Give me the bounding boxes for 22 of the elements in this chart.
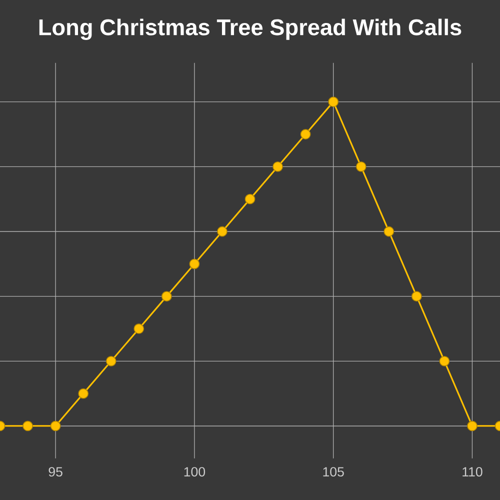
point: [300, 129, 311, 140]
point: [106, 356, 116, 366]
point: [161, 291, 172, 302]
point: [411, 291, 422, 302]
point: [439, 356, 450, 366]
chart-title: Long Christmas Tree Spread With Calls: [39, 18, 462, 40]
point: [189, 258, 200, 270]
point: [328, 96, 339, 108]
point: [50, 420, 61, 432]
point: [78, 388, 89, 399]
point: [22, 420, 33, 432]
x-tick-label: 110: [462, 467, 482, 477]
x-tick-label: 95: [48, 467, 62, 477]
point: [384, 226, 394, 237]
point: [272, 161, 283, 172]
point: [244, 194, 256, 204]
point: [467, 420, 478, 432]
point: [356, 161, 366, 172]
x-tick-label: 105: [323, 467, 344, 477]
x-tick-label: 100: [184, 467, 206, 477]
point: [134, 324, 144, 334]
point: [217, 226, 228, 237]
